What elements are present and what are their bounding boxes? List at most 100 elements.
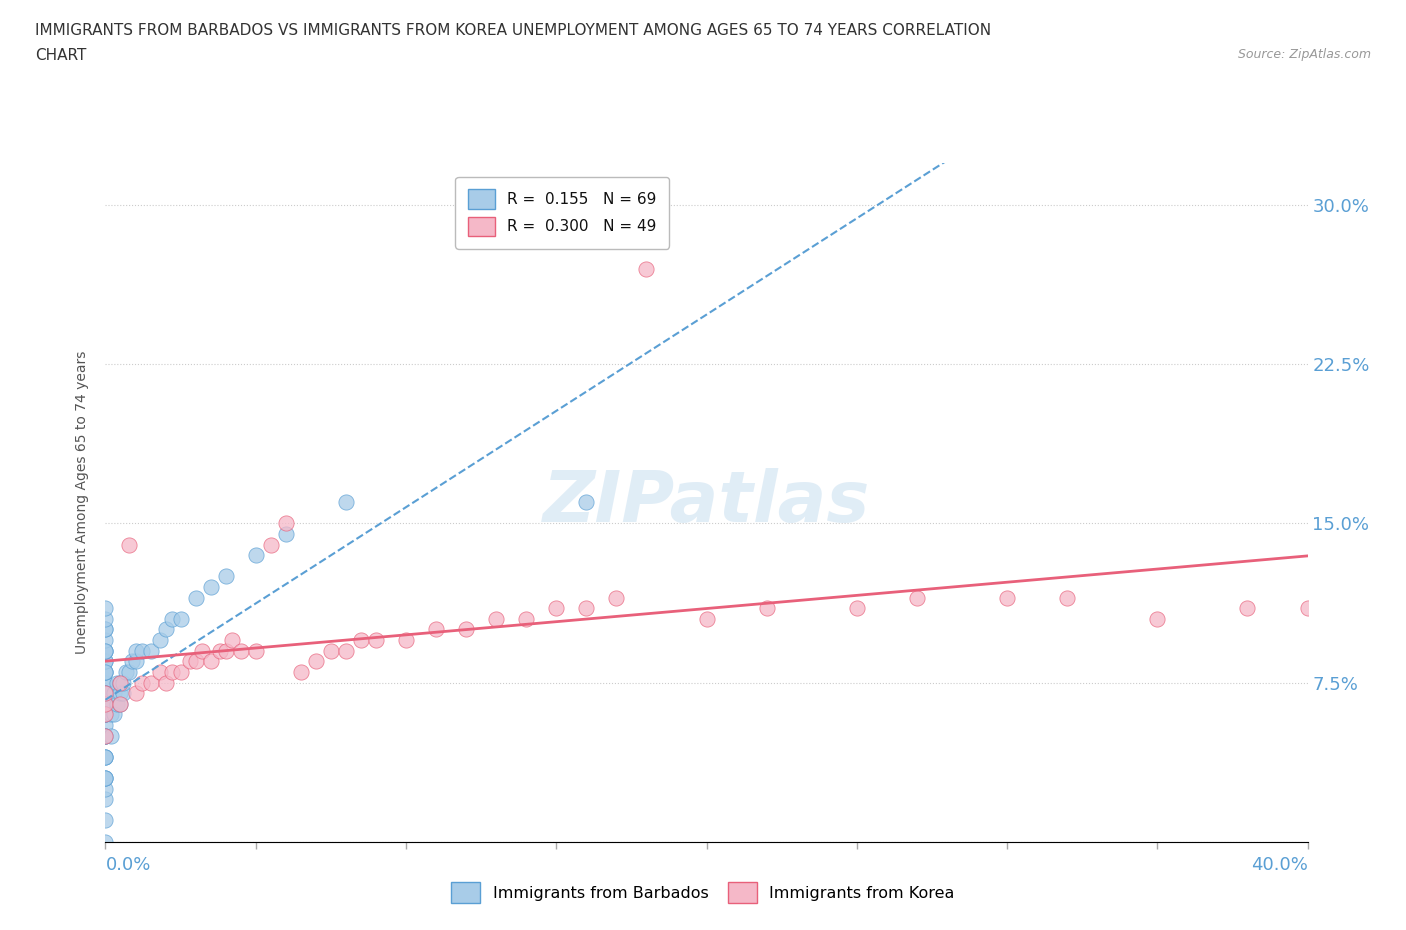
Point — [94, 622, 117, 637]
Point — [160, 611, 183, 626]
Point — [131, 675, 153, 690]
Point — [169, 611, 191, 626]
Point — [94, 771, 117, 786]
Point — [94, 675, 117, 690]
Point — [94, 654, 117, 669]
Point — [94, 644, 117, 658]
Point — [107, 697, 129, 711]
Point — [94, 685, 117, 700]
Point — [260, 538, 283, 552]
Point — [179, 654, 201, 669]
Point — [94, 813, 117, 828]
Point — [605, 591, 627, 605]
Point — [184, 654, 207, 669]
Point — [575, 601, 598, 616]
Point — [155, 622, 177, 637]
Point — [319, 644, 342, 658]
Point — [94, 707, 117, 722]
Point — [107, 675, 129, 690]
Point — [395, 632, 418, 647]
Point — [155, 675, 177, 690]
Text: ZIPatlas: ZIPatlas — [543, 468, 870, 537]
Point — [515, 611, 537, 626]
Point — [245, 548, 267, 563]
Point — [94, 707, 117, 722]
Point — [94, 728, 117, 743]
Point — [94, 750, 117, 764]
Text: IMMIGRANTS FROM BARBADOS VS IMMIGRANTS FROM KOREA UNEMPLOYMENT AMONG AGES 65 TO : IMMIGRANTS FROM BARBADOS VS IMMIGRANTS F… — [35, 23, 991, 38]
Point — [94, 622, 117, 637]
Point — [208, 644, 231, 658]
Point — [94, 697, 117, 711]
Point — [190, 644, 212, 658]
Point — [995, 591, 1018, 605]
Point — [148, 632, 170, 647]
Point — [100, 707, 122, 722]
Point — [94, 771, 117, 786]
Point — [115, 665, 138, 680]
Point — [110, 675, 132, 690]
Legend: R =  0.155   N = 69, R =  0.300   N = 49: R = 0.155 N = 69, R = 0.300 N = 49 — [456, 178, 669, 248]
Point — [1056, 591, 1078, 605]
Point — [546, 601, 568, 616]
Point — [636, 261, 658, 276]
Point — [575, 495, 598, 510]
Point — [110, 697, 132, 711]
Point — [1296, 601, 1319, 616]
Point — [112, 685, 135, 700]
Y-axis label: Unemployment Among Ages 65 to 74 years: Unemployment Among Ages 65 to 74 years — [76, 351, 90, 654]
Point — [305, 654, 328, 669]
Point — [94, 601, 117, 616]
Point — [94, 771, 117, 786]
Point — [94, 728, 117, 743]
Point — [94, 791, 117, 806]
Point — [485, 611, 508, 626]
Text: Source: ZipAtlas.com: Source: ZipAtlas.com — [1237, 48, 1371, 61]
Point — [139, 675, 162, 690]
Point — [110, 675, 132, 690]
Point — [94, 632, 117, 647]
Point — [112, 675, 135, 690]
Text: CHART: CHART — [35, 48, 87, 63]
Point — [148, 665, 170, 680]
Point — [94, 611, 117, 626]
Point — [160, 665, 183, 680]
Point — [139, 644, 162, 658]
Point — [184, 591, 207, 605]
Point — [214, 644, 236, 658]
Point — [124, 654, 146, 669]
Point — [94, 728, 117, 743]
Point — [94, 781, 117, 796]
Point — [200, 579, 222, 594]
Point — [845, 601, 868, 616]
Point — [169, 665, 191, 680]
Legend: Immigrants from Barbados, Immigrants from Korea: Immigrants from Barbados, Immigrants fro… — [443, 874, 963, 910]
Point — [221, 632, 243, 647]
Point — [454, 622, 477, 637]
Point — [94, 665, 117, 680]
Point — [94, 685, 117, 700]
Point — [229, 644, 252, 658]
Point — [94, 834, 117, 849]
Point — [290, 665, 312, 680]
Point — [94, 644, 117, 658]
Point — [94, 665, 117, 680]
Point — [94, 707, 117, 722]
Point — [94, 675, 117, 690]
Point — [200, 654, 222, 669]
Point — [118, 538, 141, 552]
Point — [124, 685, 146, 700]
Point — [755, 601, 778, 616]
Text: 40.0%: 40.0% — [1251, 856, 1308, 873]
Point — [335, 644, 357, 658]
Point — [1146, 611, 1168, 626]
Point — [124, 644, 146, 658]
Point — [245, 644, 267, 658]
Point — [214, 569, 236, 584]
Point — [94, 728, 117, 743]
Point — [103, 685, 125, 700]
Point — [905, 591, 928, 605]
Point — [94, 718, 117, 733]
Point — [335, 495, 357, 510]
Point — [118, 665, 141, 680]
